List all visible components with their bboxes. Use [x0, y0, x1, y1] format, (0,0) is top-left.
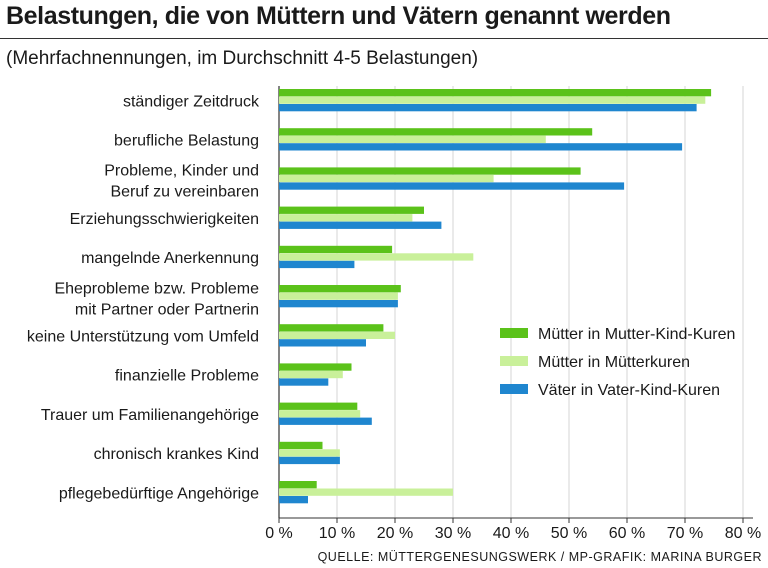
- category-label: finanzielle Probleme: [115, 368, 259, 385]
- bar-vater-kind: [279, 143, 683, 151]
- bar-vater-kind: [279, 496, 308, 504]
- legend-swatch: [500, 328, 528, 338]
- bar-mutter-kind: [279, 402, 358, 410]
- legend-label: Mütter in Mütterkuren: [538, 354, 690, 371]
- bar-muetterkuren: [279, 292, 398, 300]
- bar-muetterkuren: [279, 449, 340, 457]
- category-label: Erziehungsschwierigkeiten: [70, 211, 259, 228]
- x-tick-label: 80 %: [725, 525, 761, 542]
- category-label: pflegebedürftige Angehörige: [59, 485, 259, 502]
- category-label: mit Partner oder Partnerin: [75, 301, 259, 318]
- bar-mutter-kind: [279, 89, 712, 97]
- title-divider: [0, 38, 768, 39]
- category-label: Trauer um Familienangehörige: [41, 407, 259, 424]
- bar-mutter-kind: [279, 285, 401, 293]
- bar-mutter-kind: [279, 245, 393, 254]
- x-tick-label: 70 %: [667, 525, 703, 542]
- category-label: keine Unterstützung vom Umfeld: [27, 328, 259, 345]
- bar-muetterkuren: [279, 488, 453, 496]
- x-tick-label: 10 %: [319, 525, 355, 542]
- category-label: ständiger Zeitdruck: [123, 93, 260, 110]
- bar-muetterkuren: [279, 174, 494, 183]
- bar-muetterkuren: [279, 253, 474, 261]
- bar-vater-kind: [279, 378, 329, 386]
- x-tick-label: 20 %: [377, 525, 413, 542]
- bar-mutter-kind: [279, 324, 384, 332]
- legend-swatch: [500, 356, 528, 366]
- x-tick-label: 60 %: [609, 525, 645, 542]
- bar-mutter-kind: [279, 206, 424, 214]
- bar-muetterkuren: [279, 370, 343, 379]
- source-credit: QUELLE: MÜTTERGENESUNGSWERK / MP-GRAFIK:…: [317, 550, 762, 564]
- bar-vater-kind: [279, 104, 697, 112]
- bar-muetterkuren: [279, 410, 361, 418]
- category-label: Eheprobleme bzw. Probleme: [54, 280, 259, 297]
- legend-swatch: [500, 384, 528, 394]
- x-tick-label: 0 %: [265, 525, 293, 542]
- bar-vater-kind: [279, 417, 372, 425]
- category-label: berufliche Belastung: [114, 132, 259, 149]
- legend-label: Mütter in Mutter-Kind-Kuren: [538, 326, 735, 343]
- bar-vater-kind: [279, 182, 625, 190]
- bar-mutter-kind: [279, 441, 323, 450]
- chart-title: Belastungen, die von Müttern und Vätern …: [6, 2, 671, 30]
- x-tick-label: 30 %: [435, 525, 471, 542]
- legend-label: Väter in Vater-Kind-Kuren: [538, 382, 720, 399]
- bar-mutter-kind: [279, 167, 581, 175]
- bar-vater-kind: [279, 339, 366, 347]
- bar-mutter-kind: [279, 363, 352, 371]
- category-label: chronisch krankes Kind: [94, 446, 259, 463]
- bar-muetterkuren: [279, 214, 413, 222]
- bar-vater-kind: [279, 221, 442, 229]
- x-tick-label: 40 %: [493, 525, 529, 542]
- bar-mutter-kind: [279, 128, 593, 136]
- x-tick-label: 50 %: [551, 525, 587, 542]
- chart-subtitle: (Mehrfachnennungen, im Durchschnitt 4-5 …: [6, 48, 479, 69]
- category-label: Beruf zu vereinbaren: [110, 184, 259, 201]
- category-label: Probleme, Kinder und: [104, 163, 259, 180]
- bar-muetterkuren: [279, 331, 395, 339]
- bar-muetterkuren: [279, 135, 546, 143]
- bar-muetterkuren: [279, 96, 706, 104]
- bar-mutter-kind: [279, 481, 317, 489]
- category-label: mangelnde Anerkennung: [81, 250, 259, 267]
- bar-vater-kind: [279, 300, 398, 308]
- bar-vater-kind: [279, 260, 355, 269]
- bar-vater-kind: [279, 456, 340, 465]
